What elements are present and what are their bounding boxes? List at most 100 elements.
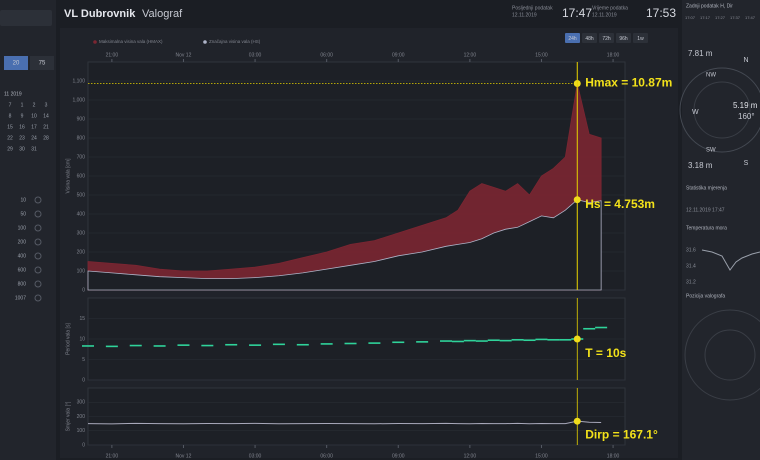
point [499, 339, 512, 342]
day[interactable]: 21 [43, 124, 49, 130]
compass-label: S [744, 160, 749, 167]
row-toggle[interactable] [34, 196, 42, 204]
day[interactable]: 23 [19, 135, 25, 141]
point [523, 339, 536, 342]
x-tick-label: Nov 12 [176, 52, 192, 58]
data-label: Vrijeme podatka [592, 5, 628, 11]
row-toggle[interactable] [34, 224, 42, 232]
day[interactable]: 1 [21, 102, 24, 108]
range-button[interactable] [565, 33, 580, 43]
rp-temp: Temperatura mora [686, 225, 727, 231]
row-toggle[interactable] [34, 210, 42, 218]
day[interactable]: 29 [7, 146, 13, 152]
legend-label[interactable]: Značajna visina vala (HS) [209, 39, 261, 44]
day[interactable]: 8 [9, 113, 12, 119]
y-tick-label: 400 [77, 211, 86, 217]
point [487, 339, 500, 342]
day[interactable]: 31 [31, 146, 37, 152]
x-tick-label: 03:00 [249, 52, 262, 58]
range-button-label: 48h [585, 36, 594, 42]
rp-stats: Statistika mjerenja [686, 185, 727, 191]
day[interactable]: 3 [45, 102, 48, 108]
point [82, 345, 94, 347]
legend-label[interactable]: Maksimalna visina vala (HMAX) [99, 39, 163, 44]
day[interactable]: 14 [43, 113, 49, 119]
day[interactable]: 16 [19, 124, 25, 130]
y-tick-label: 15 [79, 316, 85, 322]
rp-time: 17:47 [745, 15, 756, 20]
x-tick-label: Nov 12 [176, 453, 192, 459]
data-date: 12.11.2019 [592, 12, 617, 18]
y-tick-label: 0 [82, 377, 85, 383]
point [177, 344, 190, 346]
point [595, 326, 608, 329]
y-tick-label: 200 [77, 249, 86, 255]
range-button[interactable] [616, 33, 631, 43]
day[interactable]: 10 [31, 113, 37, 119]
day[interactable]: 7 [9, 102, 12, 108]
row-toggle[interactable] [34, 280, 42, 288]
range-button[interactable] [599, 33, 614, 43]
y-tick-label: 300 [77, 400, 86, 406]
rp-temp-tick: 31.6 [686, 247, 696, 253]
day[interactable]: 2 [33, 102, 36, 108]
y-tick-label: 300 [77, 230, 86, 236]
day[interactable]: 24 [31, 135, 37, 141]
last-label: Posljednji podatak [512, 5, 553, 11]
last-date: 12.11.2019 [512, 12, 537, 18]
point [475, 340, 488, 342]
point [105, 345, 118, 348]
tab[interactable] [4, 56, 28, 70]
point [225, 343, 238, 346]
row-label: 50 [20, 211, 26, 217]
rp-time: 17:17 [700, 15, 711, 20]
row-toggle[interactable] [34, 266, 42, 274]
temp-line [701, 249, 760, 271]
range-button[interactable] [633, 33, 648, 43]
rp-temp-tick: 31.4 [686, 263, 696, 269]
range-button[interactable] [582, 33, 597, 43]
day[interactable]: 22 [7, 135, 13, 141]
data-time: 17:53 [646, 6, 676, 20]
day[interactable]: 17 [31, 124, 37, 130]
dropdown[interactable] [0, 10, 52, 26]
x-tick-label: 06:00 [320, 453, 333, 459]
point [153, 345, 166, 347]
annotation-dot [573, 335, 581, 343]
row-toggle[interactable] [34, 294, 42, 302]
tab-label: 75 [39, 61, 46, 67]
y-tick-label: 500 [77, 192, 86, 198]
tab[interactable] [30, 56, 54, 70]
legend-dot [93, 40, 97, 44]
range-button-label: 1w [637, 36, 644, 42]
day[interactable]: 28 [43, 135, 49, 141]
rp-stats-date: 12.11.2019 17:47 [686, 207, 725, 213]
x-tick-label: 09:00 [392, 52, 405, 58]
x-tick-label: 12:00 [464, 453, 477, 459]
day[interactable]: 30 [19, 146, 25, 152]
annotation-dot [573, 417, 581, 425]
point [272, 343, 285, 346]
x-tick-label: 18:00 [607, 453, 620, 459]
rp-dir: 160° [738, 112, 755, 121]
range-button-label: 24h [568, 36, 577, 42]
x-tick-label: 12:00 [464, 52, 477, 58]
point [296, 343, 309, 346]
day[interactable]: 9 [21, 113, 24, 119]
rp-title: Zadnji podatak H, Dir [686, 3, 733, 9]
row-label: 800 [18, 281, 27, 287]
compass-inner [693, 81, 751, 139]
rp-time: 17:07 [685, 15, 696, 20]
row-toggle[interactable] [34, 252, 42, 260]
rp-pos: Pozicija valografa [686, 293, 725, 299]
compass [679, 67, 760, 153]
point [344, 342, 357, 345]
day[interactable]: 15 [7, 124, 13, 130]
point [583, 327, 596, 330]
legend-dot [203, 40, 207, 44]
row-toggle[interactable] [34, 238, 42, 246]
subtitle: Valograf [142, 8, 183, 20]
point [547, 339, 560, 341]
